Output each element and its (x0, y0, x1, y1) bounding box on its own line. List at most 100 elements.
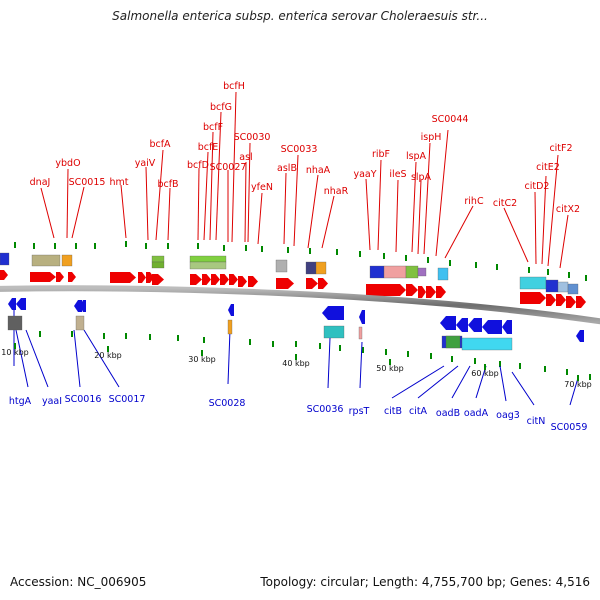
forward-leader (503, 207, 529, 263)
forward-leader (541, 175, 547, 265)
forward-leader (417, 179, 422, 255)
scale-label: 40 kbp (282, 359, 310, 368)
forward-leader (257, 192, 263, 245)
reverse-gene-label: oadB (436, 408, 460, 419)
feature-block (61, 254, 73, 267)
forward-leader (167, 187, 171, 241)
feature-block (445, 335, 461, 349)
forward-gene-arrow (406, 284, 418, 296)
feature-block (305, 261, 317, 275)
upper-tick (145, 243, 147, 249)
forward-leader (307, 174, 319, 249)
lower-tick (39, 331, 41, 337)
upper-tick (197, 243, 199, 249)
upper-tick (568, 272, 570, 278)
reverse-gene-label: citA (409, 406, 428, 417)
reverse-gene-label: rpsT (349, 406, 370, 417)
reverse-leader (475, 365, 487, 399)
forward-leader (547, 154, 559, 267)
forward-leader (559, 214, 569, 269)
scale-tick (14, 343, 16, 349)
feature-block (189, 255, 227, 263)
reverse-leader (451, 365, 471, 399)
forward-gene-label: yfeN (251, 182, 273, 193)
forward-leader (231, 91, 237, 243)
reverse-gene-arrow (576, 330, 584, 342)
forward-leader (209, 131, 214, 241)
upper-tick (223, 245, 225, 251)
forward-leader (423, 142, 431, 255)
forward-leader (66, 168, 69, 239)
upper-tick (75, 243, 77, 249)
feature-block (227, 319, 233, 335)
lower-tick (249, 339, 251, 345)
reverse-leader (391, 365, 445, 399)
upper-tick (54, 243, 56, 249)
upper-tick (167, 243, 169, 249)
forward-gene-arrow (30, 272, 56, 282)
lower-tick (451, 356, 453, 362)
label-leader-lines (13, 91, 579, 406)
forward-gene-arrow (248, 276, 258, 287)
forward-gene-label: SC0033 (281, 144, 318, 155)
forward-gene-label: citX2 (556, 204, 580, 215)
reverse-gene-arrows (8, 298, 584, 342)
reverse-gene-label: citB (384, 406, 402, 417)
forward-gene-arrow (220, 274, 229, 285)
scale-label: 50 kbp (376, 364, 404, 373)
forward-leader (247, 142, 251, 243)
feature-block (323, 325, 345, 339)
forward-gene-label: citF2 (549, 143, 572, 154)
forward-leader (321, 195, 335, 249)
feature-block (437, 267, 449, 281)
forward-gene-arrow (68, 272, 76, 282)
reverse-gene-label: oag3 (496, 410, 520, 421)
reverse-leader (83, 329, 120, 388)
forward-gene-arrow (238, 276, 247, 287)
forward-gene-label: nhaA (306, 165, 331, 176)
reverse-gene-label: yaaI (42, 396, 62, 407)
feature-block (519, 276, 547, 290)
reverse-gene-label: oadA (464, 408, 489, 419)
scale-tick (484, 364, 486, 370)
lower-tick (319, 343, 321, 349)
lower-tick (474, 358, 476, 364)
forward-gene-arrow (318, 278, 328, 289)
forward-gene-arrow (56, 272, 64, 282)
upper-tick (14, 242, 16, 248)
forward-gene-label: ybdO (55, 158, 80, 169)
reverse-gene-arrow (502, 320, 512, 334)
reverse-gene-arrow (456, 318, 468, 332)
upper-tick (449, 260, 451, 266)
scale-tick (201, 350, 203, 356)
lower-tick (103, 333, 105, 339)
upper-tick (33, 243, 35, 249)
feature-block (557, 281, 569, 293)
forward-leader (215, 111, 222, 241)
scale-tick (389, 359, 391, 365)
reverse-leader (511, 371, 535, 406)
forward-gene-label: yaaY (353, 169, 376, 180)
upper-tick (359, 251, 361, 257)
reverse-leader (25, 329, 49, 388)
lower-tick (544, 366, 546, 372)
feature-block (383, 265, 407, 279)
feature-block (151, 255, 165, 263)
reverse-gene-arrow (8, 298, 16, 310)
reverse-gene-arrow (440, 316, 456, 330)
forward-gene-label: SC0030 (234, 132, 271, 143)
reverse-gene-arrow (80, 300, 86, 312)
forward-gene-arrow (566, 296, 576, 308)
upper-tick (528, 267, 530, 273)
forward-gene-arrow (546, 294, 556, 306)
forward-gene-arrow (556, 294, 566, 306)
forward-leader (145, 166, 149, 241)
upper-tick (585, 275, 587, 281)
forward-leader (203, 151, 209, 241)
forward-gene-label: bcfE (198, 142, 219, 153)
upper-tick (287, 247, 289, 253)
upper-tick (383, 253, 385, 259)
scale-tick (107, 346, 109, 352)
reverse-leader (359, 341, 363, 389)
